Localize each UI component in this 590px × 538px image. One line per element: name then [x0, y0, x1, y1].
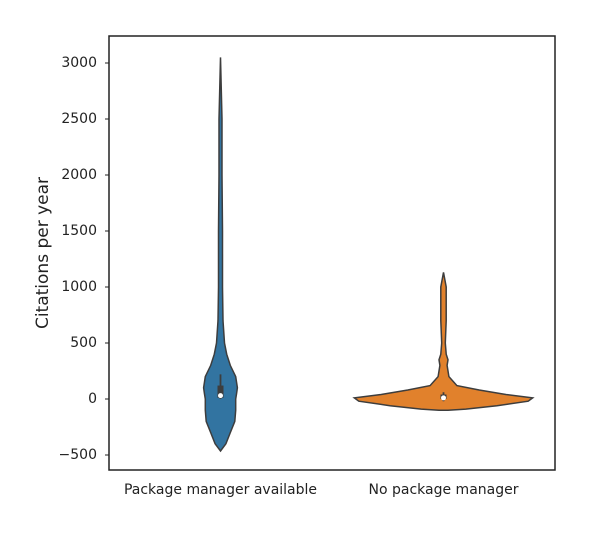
y-tick-label: 1500	[61, 223, 97, 239]
y-tick-label: 2500	[61, 111, 97, 127]
y-tick-label: 2000	[61, 167, 97, 183]
plot-frame	[108, 35, 556, 471]
x-tick-label: Package manager available	[124, 482, 317, 498]
median	[218, 393, 223, 399]
y-tick-label: 1000	[61, 279, 97, 295]
y-tick-label: 0	[88, 391, 97, 407]
x-tick-label: No package manager	[369, 482, 519, 498]
median	[441, 395, 446, 401]
violin-body	[352, 272, 535, 411]
y-tick-label: 3000	[61, 55, 97, 71]
y-tick-label: 500	[70, 335, 97, 351]
y-tick-label: −500	[59, 447, 97, 463]
violin-body	[202, 57, 239, 453]
y-axis-label: Citations per year	[33, 177, 53, 329]
iqr-box	[217, 385, 224, 398]
